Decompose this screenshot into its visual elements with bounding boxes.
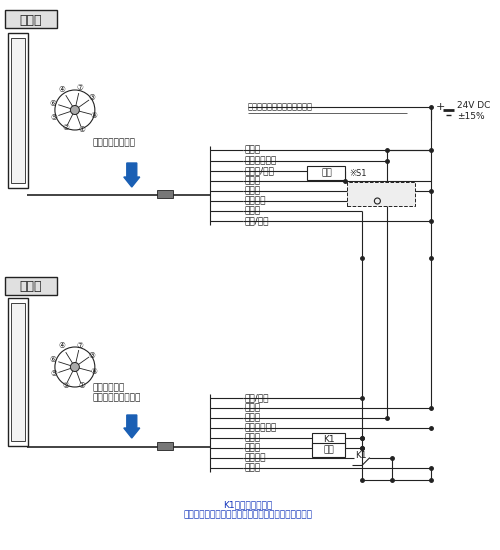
- Text: ②: ②: [62, 124, 70, 133]
- Text: 24V DC
±15%: 24V DC ±15%: [457, 101, 490, 120]
- Text: （黄緑/黒）: （黄緑/黒）: [244, 167, 274, 175]
- Text: ④: ④: [58, 85, 66, 94]
- Text: （シールド）: （シールド）: [244, 157, 277, 166]
- Text: ⑥: ⑥: [50, 355, 56, 365]
- Text: 負荷: 負荷: [324, 446, 334, 454]
- Text: 投光器: 投光器: [20, 14, 42, 26]
- FancyArrow shape: [124, 163, 140, 187]
- Bar: [348, 182, 416, 206]
- Text: （青）: （青）: [244, 186, 260, 195]
- Text: ①: ①: [78, 382, 86, 390]
- Text: K1: K1: [356, 452, 367, 460]
- Circle shape: [70, 362, 80, 371]
- Text: ②: ②: [62, 381, 70, 389]
- Text: ⑥: ⑥: [50, 98, 56, 107]
- Text: ①: ①: [78, 124, 86, 134]
- Bar: [11, 38, 25, 183]
- Text: （桃）: （桃）: [244, 177, 260, 185]
- Text: ⑦: ⑦: [76, 84, 84, 92]
- Bar: [308, 166, 346, 180]
- Text: ⑤: ⑤: [50, 113, 58, 122]
- Text: ⑧: ⑧: [90, 367, 98, 377]
- Bar: [11, 303, 25, 441]
- Circle shape: [70, 106, 80, 114]
- Text: ③: ③: [88, 350, 96, 360]
- Text: ケーブル色：
灰色（黒ライン入）: ケーブル色： 灰色（黒ライン入）: [93, 383, 141, 403]
- Text: ケーブル色：灰色: ケーブル色：灰色: [93, 139, 136, 147]
- Text: 接続ケーブルのリード線の色: 接続ケーブルのリード線の色: [248, 102, 312, 112]
- Bar: [5, 10, 57, 28]
- Text: ⑤: ⑤: [50, 370, 58, 378]
- Text: （橙/黒）: （橙/黒）: [244, 393, 269, 403]
- Bar: [156, 442, 172, 450]
- Bar: [5, 277, 57, 295]
- Text: ③: ③: [88, 94, 96, 102]
- Text: （黒）: （黒）: [244, 433, 260, 443]
- Bar: [312, 433, 346, 447]
- Text: ④: ④: [58, 342, 66, 350]
- Text: （青）: （青）: [244, 464, 260, 472]
- Text: （黄緑）: （黄緑）: [244, 454, 266, 463]
- Text: （茶）: （茶）: [244, 414, 260, 422]
- Text: ⑦: ⑦: [76, 340, 84, 349]
- Text: K1: K1: [323, 436, 335, 444]
- Bar: [8, 298, 28, 446]
- Text: ※S1: ※S1: [350, 168, 367, 178]
- Text: K1：外部デバイス
（強制ガイド式リレーまたはマグネットコンタクタ）: K1：外部デバイス （強制ガイド式リレーまたはマグネットコンタクタ）: [183, 500, 312, 520]
- Text: （橙）: （橙）: [244, 206, 260, 216]
- Text: （橙）: （橙）: [244, 404, 260, 412]
- Text: ⑧: ⑧: [90, 111, 98, 119]
- Text: （白）: （白）: [244, 443, 260, 453]
- Text: （薄紫）: （薄紫）: [244, 196, 266, 206]
- Text: （橙/黒）: （橙/黒）: [244, 217, 269, 226]
- Text: 受光器: 受光器: [20, 280, 42, 294]
- Bar: [8, 33, 28, 188]
- Bar: [156, 190, 172, 198]
- Text: （シールド）: （シールド）: [244, 424, 277, 432]
- Text: 負荷: 負荷: [321, 168, 332, 178]
- Text: （茶）: （茶）: [244, 146, 260, 155]
- Bar: [312, 443, 346, 457]
- FancyArrow shape: [124, 415, 140, 438]
- Text: +: +: [436, 102, 445, 112]
